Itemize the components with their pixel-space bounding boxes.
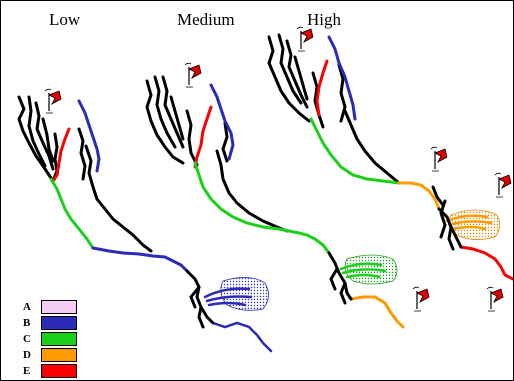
flag-markers xyxy=(44,26,512,312)
high-red-lower-reach xyxy=(459,245,513,281)
legend-swatch xyxy=(41,364,77,378)
low-headwater-streams xyxy=(17,95,153,253)
flag-icon xyxy=(430,146,448,172)
flag-icon xyxy=(486,286,504,312)
network-low xyxy=(17,95,273,353)
medium-green-lower-reach xyxy=(287,229,331,255)
network-medium xyxy=(145,75,405,329)
medium-green-upper-reach xyxy=(193,161,291,233)
low-blue-reach-upper xyxy=(77,99,101,173)
flag-icon xyxy=(296,26,314,52)
low-red-reach xyxy=(51,127,71,183)
low-green-reach xyxy=(49,177,95,250)
medium-orange-reach xyxy=(349,295,405,329)
title-high: High xyxy=(307,10,341,29)
title-low: Low xyxy=(49,10,81,29)
legend-swatch xyxy=(41,348,77,362)
legend-key: D xyxy=(23,349,31,361)
title-medium: Medium xyxy=(177,10,235,29)
high-green-reach xyxy=(309,117,401,185)
legend-swatch xyxy=(41,316,77,330)
high-distributary-orange xyxy=(445,214,493,231)
network-high xyxy=(267,33,513,281)
flag-icon xyxy=(184,62,202,88)
flag-icon xyxy=(412,286,430,312)
legend-key: E xyxy=(23,365,31,377)
low-distributary-black xyxy=(189,285,215,329)
high-headwater-streams xyxy=(267,33,447,239)
high-orange-main-reach xyxy=(397,181,441,211)
legend-key: B xyxy=(23,317,31,329)
medium-distributary-black xyxy=(329,267,353,305)
high-red-upper-reach xyxy=(315,59,329,117)
legend-key: A xyxy=(23,301,31,313)
legend-swatch xyxy=(41,300,77,314)
flag-icon xyxy=(494,172,512,198)
legend-key: C xyxy=(23,333,31,345)
medium-red-reach xyxy=(193,105,213,169)
low-distributary-blue xyxy=(203,287,273,353)
medium-headwater-streams xyxy=(145,75,289,233)
low-blue-main-reach xyxy=(91,246,189,273)
medium-blue-reach xyxy=(209,83,235,161)
high-blue-reach xyxy=(327,35,357,121)
high-distributary-black xyxy=(437,207,463,251)
medium-distributary-green xyxy=(339,262,387,279)
flag-icon xyxy=(44,88,62,114)
legend-swatch xyxy=(41,332,77,346)
